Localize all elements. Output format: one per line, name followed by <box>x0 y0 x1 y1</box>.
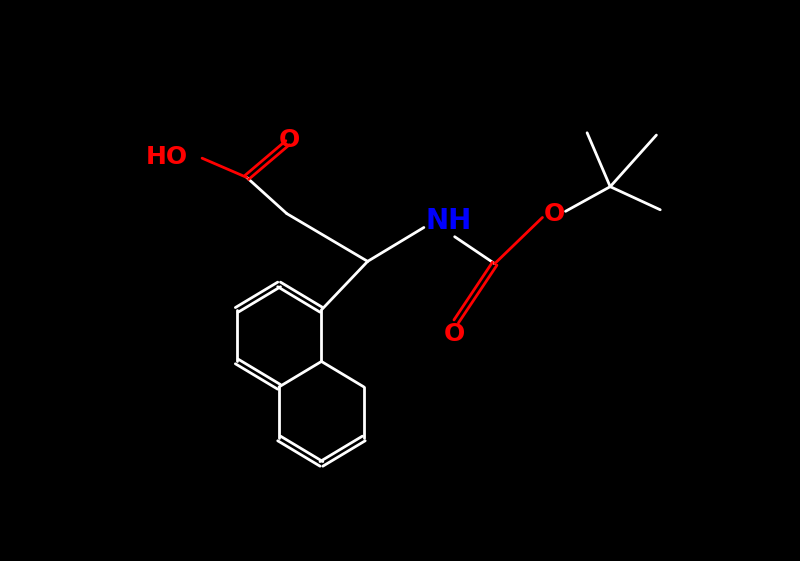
Text: HO: HO <box>146 145 188 169</box>
Text: NH: NH <box>426 208 472 235</box>
Text: O: O <box>278 128 300 151</box>
Text: O: O <box>444 322 466 346</box>
Text: O: O <box>544 201 566 226</box>
